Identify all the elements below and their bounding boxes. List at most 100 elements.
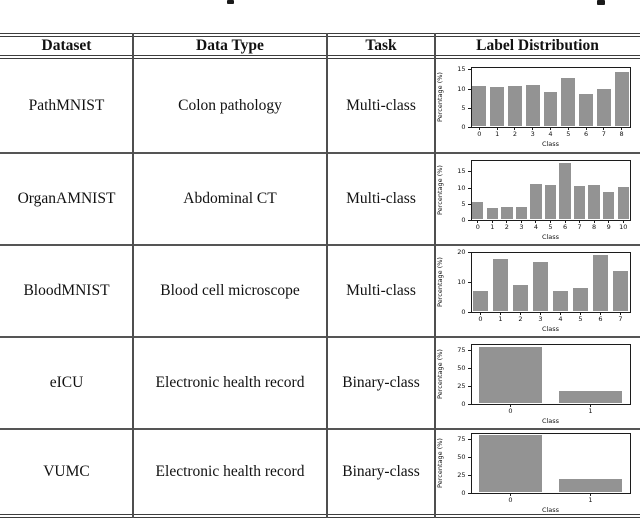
- x-tick-mark: [506, 220, 508, 223]
- bar: [472, 85, 487, 127]
- table-top-rule-inner: [0, 36, 640, 37]
- bar: [559, 390, 622, 404]
- data-type-value: Colon pathology: [178, 96, 282, 114]
- x-tick-mark: [622, 220, 624, 223]
- x-tick-label: 0: [477, 129, 482, 138]
- x-tick-label: 9: [606, 222, 611, 231]
- x-tick-label: 2: [504, 222, 509, 231]
- row-divider: [0, 336, 640, 338]
- x-tick-mark: [590, 493, 591, 496]
- x-tick-mark: [560, 312, 561, 315]
- x-tick-mark: [500, 312, 501, 315]
- label-distribution-cell: Percentage (%) 0 25 50 75 0 1 Class: [435, 337, 640, 428]
- x-tick-mark: [540, 312, 541, 315]
- y-tick-mark: [467, 220, 471, 221]
- bar: [479, 435, 542, 493]
- header-bottom-rule-outer: [0, 55, 640, 56]
- y-tick-label: 25: [457, 382, 466, 391]
- bar: [572, 287, 589, 312]
- row-divider: [0, 428, 640, 430]
- x-tick-mark: [510, 404, 511, 407]
- bar: [479, 346, 542, 404]
- x-tick-label: 1: [588, 406, 593, 415]
- bar: [486, 207, 498, 220]
- x-tick-label: 5: [548, 222, 553, 231]
- table-bottom-rule-inner: [0, 517, 640, 518]
- dataset-name: BloodMNIST: [23, 281, 110, 299]
- x-tick-label: 4: [558, 314, 563, 323]
- y-tick-label: 10: [457, 183, 466, 192]
- y-tick-label: 15: [457, 65, 466, 74]
- x-tick-label: 2: [518, 314, 523, 323]
- y-tick-label: 5: [461, 199, 466, 208]
- y-tick-mark: [467, 252, 471, 254]
- bar: [559, 162, 571, 220]
- bar: [603, 191, 615, 220]
- bar: [573, 185, 586, 220]
- y-tick-mark: [467, 187, 471, 189]
- bar: [614, 72, 629, 127]
- task-value: Binary-class: [342, 373, 420, 391]
- bar: [596, 88, 611, 127]
- x-tick-label: 0: [508, 406, 513, 415]
- x-tick-label: 5: [566, 129, 571, 138]
- table-row: VUMC Electronic health record Binary-cla…: [0, 429, 640, 514]
- x-tick-mark: [477, 220, 479, 223]
- x-tick-mark: [491, 220, 493, 223]
- x-tick-mark: [585, 127, 587, 130]
- header-data-type: Data Type: [196, 36, 264, 54]
- y-tick-label: 5: [461, 103, 466, 112]
- column-divider: [132, 33, 134, 518]
- label-distribution-cell: Percentage (%) 0 5 10 15 0 1 2 3 4 5 6 7 8 Class: [435, 59, 640, 152]
- data-type-value: Abdominal CT: [183, 189, 277, 207]
- bar: [501, 207, 513, 220]
- bar: [530, 183, 542, 220]
- x-axis-label: Class: [541, 232, 560, 241]
- label-distribution-chart: Percentage (%) 0 10 20 0 1 2 3 4 5 6 7 Class: [436, 246, 638, 336]
- x-tick-label: 3: [519, 222, 524, 231]
- dataset-name: OrganAMNIST: [17, 189, 116, 207]
- y-tick-mark: [467, 282, 471, 284]
- x-tick-mark: [520, 220, 522, 223]
- header-label-distribution: Label Distribution: [476, 36, 599, 54]
- bar: [512, 285, 529, 312]
- data-type-value: Electronic health record: [155, 373, 305, 391]
- y-tick-label: 50: [457, 364, 466, 373]
- x-axis-label: Class: [541, 416, 560, 425]
- label-distribution-cell: Percentage (%) 0 25 50 75 0 1 Class: [435, 429, 640, 514]
- y-tick-mark: [467, 107, 471, 109]
- header-bottom-rule-inner: [0, 58, 640, 59]
- cropped-text-fragment: [227, 0, 234, 4]
- y-tick-label: 0: [461, 123, 466, 131]
- x-tick-mark: [510, 493, 511, 496]
- y-tick-label: 75: [457, 434, 466, 443]
- y-tick-mark: [467, 438, 471, 440]
- y-tick-label: 20: [457, 248, 466, 257]
- x-tick-mark: [496, 127, 498, 130]
- y-tick-label: 0: [461, 216, 466, 224]
- task-value: Multi-class: [346, 189, 416, 207]
- y-tick-label: 10: [457, 278, 466, 287]
- header-dataset: Dataset: [41, 36, 92, 54]
- bar: [579, 93, 593, 127]
- x-tick-mark: [621, 127, 623, 130]
- x-tick-label: 4: [533, 222, 539, 231]
- y-tick-mark: [467, 171, 471, 173]
- y-tick-mark: [467, 368, 471, 370]
- x-tick-mark: [608, 220, 610, 223]
- x-tick-label: 4: [548, 129, 553, 138]
- x-tick-mark: [514, 127, 516, 130]
- bar: [515, 206, 528, 220]
- x-tick-label: 1: [588, 495, 593, 504]
- bar: [525, 84, 540, 127]
- label-distribution-chart: Percentage (%) 0 25 50 75 0 1 Class: [436, 338, 638, 428]
- y-tick-mark: [467, 474, 471, 476]
- bar: [472, 202, 484, 220]
- y-tick-label: 15: [457, 167, 466, 176]
- y-tick-mark: [467, 404, 471, 405]
- bar: [472, 291, 489, 312]
- y-tick-mark: [467, 203, 471, 205]
- bar: [617, 187, 629, 220]
- y-tick-mark: [467, 493, 471, 494]
